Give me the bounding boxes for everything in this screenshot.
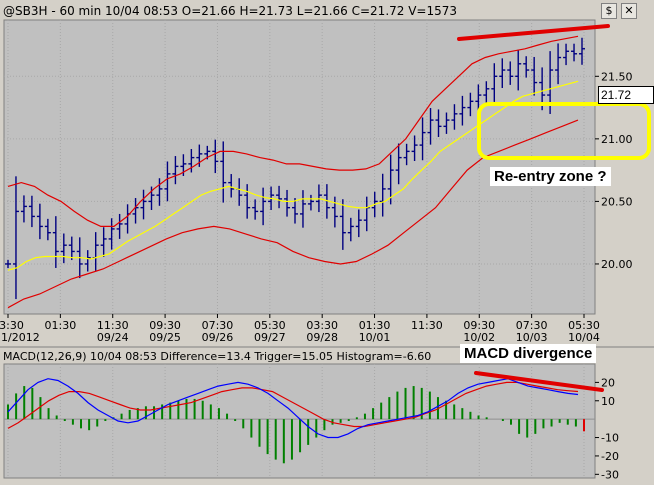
price-y-tick: 21.00 — [601, 133, 633, 146]
macd-y-tick: -30 — [601, 468, 619, 481]
x-tick-time: 07:30 — [202, 319, 234, 332]
macd-line — [7, 378, 579, 439]
window-title-bar: @SB3H - 60 min 10/04 08:53 O=21.66 H=21.… — [0, 0, 654, 20]
x-tick-date: 09/27 — [254, 331, 286, 344]
x-tick-time: 05:30 — [254, 319, 286, 332]
macd-y-tick: -10 — [601, 432, 619, 445]
reentry-zone-box — [477, 102, 651, 160]
x-tick-date: 10/02 — [463, 331, 495, 344]
x-tick-date: 10/03 — [516, 331, 548, 344]
dollar-button[interactable]: $ — [601, 3, 617, 19]
x-tick-date: 10/01 — [359, 331, 391, 344]
price-y-tick: 21.50 — [601, 70, 633, 83]
chart-title: @SB3H - 60 min 10/04 08:53 O=21.66 H=21.… — [3, 4, 458, 18]
close-button[interactable]: ✕ — [621, 3, 637, 19]
axes: 03:3009/21/201201:3011:3009/2409:3009/25… — [0, 70, 633, 481]
price-y-tick: 20.50 — [601, 195, 633, 208]
macd-y-tick: 10 — [601, 395, 615, 408]
x-tick-time: 11:30 — [411, 319, 443, 332]
x-tick-time: 03:30 — [306, 319, 338, 332]
x-tick-date: 09/25 — [149, 331, 181, 344]
x-tick-time: 05:30 — [568, 319, 600, 332]
x-tick-time: 11:30 — [97, 319, 129, 332]
macd-y-tick: -20 — [601, 450, 619, 463]
moving-average-line — [7, 80, 579, 271]
x-tick-time: 01:30 — [45, 319, 77, 332]
annotations-layer — [457, 24, 651, 392]
macd-title: MACD(12,26,9) 10/04 08:53 Difference=13.… — [3, 350, 432, 363]
upper-band-line — [7, 35, 579, 227]
grid — [0, 19, 654, 479]
x-tick-date: 09/21/2012 — [0, 331, 40, 344]
x-tick-time: 07:30 — [516, 319, 548, 332]
macd-y-tick: 20 — [601, 376, 615, 389]
macd-panel — [7, 378, 585, 464]
macd-divergence-line — [474, 371, 604, 392]
x-tick-date: 09/28 — [306, 331, 338, 344]
x-tick-time: 09:30 — [463, 319, 495, 332]
trigger-line — [7, 381, 579, 429]
last-price-box: 21.72 — [598, 86, 654, 104]
macd-divergence-annotation: MACD divergence — [460, 344, 597, 363]
price-y-tick: 20.00 — [601, 258, 633, 271]
x-tick-date: 09/26 — [202, 331, 234, 344]
x-tick-time: 01:30 — [359, 319, 391, 332]
x-tick-time: 03:30 — [0, 319, 24, 332]
price-divergence-line — [457, 24, 610, 41]
x-tick-time: 09:30 — [149, 319, 181, 332]
x-tick-date: 10/04 — [568, 331, 600, 344]
x-tick-date: 09/24 — [97, 331, 129, 344]
reentry-annotation: Re-entry zone ? — [490, 167, 611, 186]
